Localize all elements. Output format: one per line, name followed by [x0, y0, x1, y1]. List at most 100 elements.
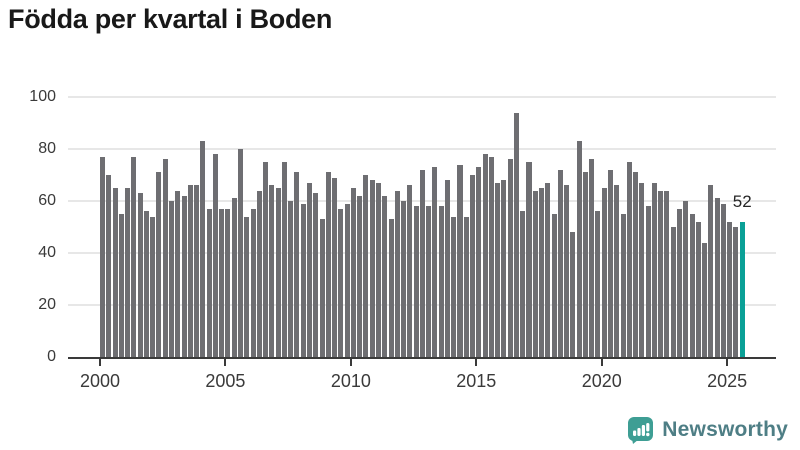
bar [633, 172, 639, 357]
bar [200, 141, 206, 357]
bar [225, 208, 231, 357]
x-axis-tick [726, 359, 729, 366]
bar [168, 201, 174, 357]
bar [645, 206, 651, 357]
y-axis-tick-label: 40 [38, 244, 56, 261]
y-axis-tick-label: 60 [38, 192, 56, 209]
bar [539, 188, 545, 357]
bar [344, 203, 350, 357]
bar [683, 201, 689, 357]
y-axis-tick-label: 0 [47, 348, 56, 365]
bar [520, 211, 526, 357]
bar [369, 180, 375, 357]
bar [444, 180, 450, 357]
bar [125, 188, 131, 357]
bar [363, 175, 369, 357]
bar [401, 201, 407, 357]
bar [394, 190, 400, 357]
x-axis-tick [99, 359, 101, 366]
bar [677, 208, 683, 357]
bar [319, 219, 325, 357]
bar [181, 195, 187, 357]
bar [708, 185, 714, 357]
newsworthy-logo-icon [628, 416, 654, 444]
bar [269, 185, 275, 357]
x-axis-line [68, 357, 776, 359]
bar [695, 221, 701, 357]
bar [175, 190, 181, 357]
bar [194, 185, 200, 357]
bar [413, 206, 419, 357]
bar [570, 232, 576, 357]
bar [614, 185, 620, 357]
bar [507, 159, 513, 357]
bar [338, 208, 344, 357]
bar [689, 214, 695, 357]
x-axis-tick [600, 359, 603, 366]
bar [388, 219, 394, 357]
bar [651, 182, 657, 357]
bar [325, 172, 331, 357]
bar [551, 214, 557, 357]
bar [231, 198, 237, 357]
bar [670, 227, 676, 357]
bar [156, 172, 162, 357]
bar [501, 180, 507, 357]
bar [382, 195, 388, 357]
bar [620, 214, 626, 357]
bar [639, 182, 645, 357]
bar [281, 162, 287, 357]
bar [564, 185, 570, 357]
bar [532, 190, 538, 357]
bar [375, 182, 381, 357]
bar [100, 156, 106, 357]
bar [714, 198, 720, 357]
bar [306, 182, 312, 357]
bar [244, 216, 250, 357]
bar [112, 188, 118, 357]
bar [187, 185, 193, 357]
bar [589, 159, 595, 357]
bar [118, 214, 124, 357]
brand-name: Newsworthy [662, 418, 788, 441]
bar [482, 154, 488, 357]
x-axis-tick [349, 359, 352, 366]
bar [576, 141, 582, 357]
x-axis-tick-label: 2025 [707, 371, 748, 391]
bar [150, 216, 156, 357]
bar [106, 175, 112, 357]
bar [288, 201, 294, 357]
bar-highlighted [739, 221, 745, 357]
bar [263, 162, 269, 357]
bar [438, 206, 444, 357]
bar [275, 188, 281, 357]
bar [237, 149, 243, 357]
x-axis-tick-label: 2015 [456, 371, 497, 391]
bar [350, 188, 356, 357]
y-axis-tick-label: 80 [38, 140, 56, 157]
bar [488, 156, 494, 357]
bar [545, 182, 551, 357]
bar [470, 175, 476, 357]
bar [495, 182, 501, 357]
gridline-y-100 [68, 96, 776, 98]
y-axis-tick-label: 20 [38, 296, 56, 313]
bar [582, 172, 588, 357]
bar [595, 211, 601, 357]
bar [357, 195, 363, 357]
bar [702, 242, 708, 357]
bar [131, 156, 137, 357]
bar [601, 188, 607, 357]
bar [664, 190, 670, 357]
bar [513, 112, 519, 357]
bar [426, 206, 432, 357]
bar [407, 185, 413, 357]
bar [608, 169, 614, 357]
bar [212, 154, 218, 357]
y-axis-tick-label: 100 [29, 88, 56, 105]
bar [727, 221, 733, 357]
bar [219, 208, 225, 357]
bar [457, 164, 463, 357]
bar [256, 190, 262, 357]
